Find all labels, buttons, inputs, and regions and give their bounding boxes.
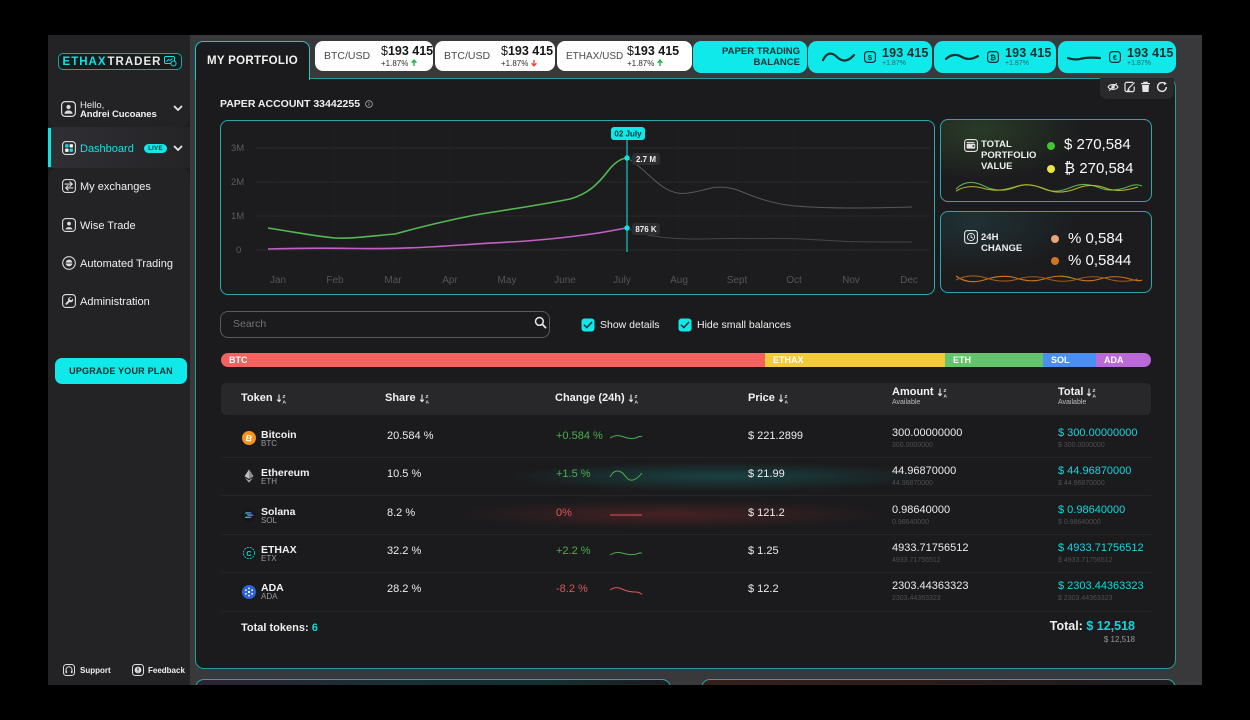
svg-text:Apr: Apr [442, 275, 458, 286]
svg-text:0: 0 [236, 245, 241, 256]
svg-text:Z: Z [634, 394, 637, 400]
svg-text:Z: Z [282, 394, 285, 400]
svg-text:C: C [246, 549, 252, 558]
svg-text:Z: Z [943, 388, 946, 394]
svg-text:Feb: Feb [326, 275, 344, 286]
svg-text:Dec: Dec [900, 275, 918, 286]
svg-text:May: May [498, 275, 517, 286]
svg-text:B: B [245, 433, 254, 444]
svg-text:A: A [425, 400, 429, 404]
svg-text:2M: 2M [231, 177, 244, 188]
svg-text:June: June [554, 275, 576, 286]
svg-text:Z: Z [1093, 388, 1096, 394]
svg-text:02 July: 02 July [614, 130, 642, 139]
svg-text:A: A [634, 400, 638, 404]
svg-text:€: € [1113, 53, 1118, 62]
svg-text:A: A [784, 400, 788, 404]
svg-text:Nov: Nov [842, 275, 860, 286]
svg-text:Jan: Jan [270, 275, 286, 286]
svg-text:Mar: Mar [384, 275, 402, 286]
svg-text:₿: ₿ [990, 53, 996, 62]
svg-text:$: $ [868, 53, 873, 62]
svg-text:Sept: Sept [727, 275, 748, 286]
svg-text:Z: Z [425, 394, 428, 400]
svg-text:Aug: Aug [670, 275, 688, 286]
svg-text:876 K: 876 K [635, 225, 657, 234]
svg-text:July: July [613, 275, 631, 286]
svg-text:A: A [1093, 394, 1097, 398]
svg-text:Oct: Oct [786, 275, 802, 286]
svg-text:1M: 1M [231, 211, 244, 222]
svg-text:2.7 M: 2.7 M [636, 155, 656, 164]
svg-text:Z: Z [784, 394, 787, 400]
svg-text:A: A [943, 394, 947, 398]
svg-text:A: A [282, 400, 286, 404]
svg-text:3M: 3M [231, 143, 244, 154]
